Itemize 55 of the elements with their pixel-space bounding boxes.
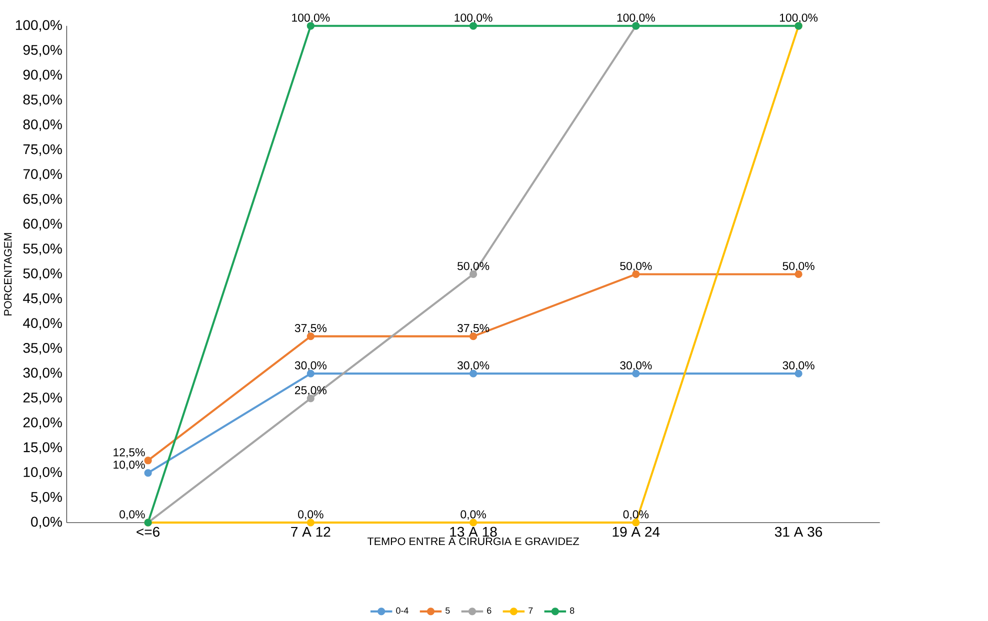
y-tick-label: 25,0% bbox=[23, 392, 62, 404]
data-label: 30,0% bbox=[620, 362, 652, 371]
data-label: 25,0% bbox=[294, 386, 327, 396]
y-tick-label: 45,0% bbox=[23, 294, 62, 306]
y-tick-label: 50,0% bbox=[23, 268, 62, 280]
data-label: 0,0% bbox=[298, 510, 324, 520]
x-tick-label: 13 A 18 bbox=[450, 527, 497, 538]
point bbox=[144, 456, 152, 465]
data-label: 50,0% bbox=[620, 262, 652, 272]
x-tick-label: 7 A 12 bbox=[291, 527, 330, 537]
y-tick-label: 80,0% bbox=[23, 120, 62, 132]
data-label: 50,0% bbox=[782, 262, 814, 272]
data-label: 0,0% bbox=[460, 510, 486, 520]
y-tick-label: 5,0% bbox=[31, 492, 62, 504]
y-tick-label: 85,0% bbox=[23, 94, 62, 106]
legend-label: 5 bbox=[446, 608, 450, 614]
legend-label: 6 bbox=[487, 608, 492, 614]
point bbox=[469, 22, 478, 30]
data-label: 10,0% bbox=[114, 460, 145, 470]
y-tick-label: 15,0% bbox=[24, 442, 62, 454]
x-tick-label: 19 A 24 bbox=[612, 527, 660, 538]
data-label: 0,0% bbox=[120, 510, 145, 520]
x-axis-title: TEMPO ENTRE A CIRURGIA E GRAVIDEZ bbox=[367, 538, 580, 546]
y-axis-title: PORCENTAGEM bbox=[4, 233, 12, 316]
data-label: 30,0% bbox=[294, 362, 327, 371]
data-label: 100,0% bbox=[617, 14, 655, 24]
data-label: 37,5% bbox=[294, 324, 327, 334]
y-tick-label: 20,0% bbox=[23, 418, 62, 430]
y-tick-label: 30,0% bbox=[23, 368, 62, 380]
y-tick-label: 0,0% bbox=[31, 517, 62, 529]
data-label: 12,5% bbox=[114, 448, 145, 458]
legend-label: 7 bbox=[528, 608, 533, 614]
x-tick-label: <=6 bbox=[136, 527, 160, 538]
legend-label: 0-4 bbox=[396, 608, 408, 614]
data-label: 100,0% bbox=[454, 14, 492, 24]
point bbox=[144, 469, 152, 477]
data-label: 37,5% bbox=[457, 324, 490, 334]
y-tick-label: 60,0% bbox=[23, 219, 62, 231]
y-tick-label: 95,0% bbox=[23, 45, 62, 57]
y-tick-label: 90,0% bbox=[23, 70, 62, 82]
y-tick-label: 65,0% bbox=[23, 194, 62, 206]
x-tick-label: 31 A 36 bbox=[774, 527, 822, 538]
y-tick-label: 40,0% bbox=[23, 318, 62, 330]
data-label: 100,0% bbox=[292, 14, 330, 24]
y-tick-label: 10,0% bbox=[24, 467, 62, 479]
data-label: 100,0% bbox=[780, 14, 818, 24]
y-tick-label: 100,0% bbox=[16, 20, 62, 32]
y-tick-label: 55,0% bbox=[23, 244, 62, 256]
data-label: 50,0% bbox=[458, 262, 490, 272]
y-tick-label: 70,0% bbox=[23, 169, 62, 181]
data-label: 30,0% bbox=[782, 362, 814, 371]
legend-label: 8 bbox=[570, 608, 574, 614]
data-label: 30,0% bbox=[457, 362, 490, 371]
y-tick-label: 35,0% bbox=[23, 343, 62, 355]
y-tick-label: 75,0% bbox=[23, 144, 62, 156]
